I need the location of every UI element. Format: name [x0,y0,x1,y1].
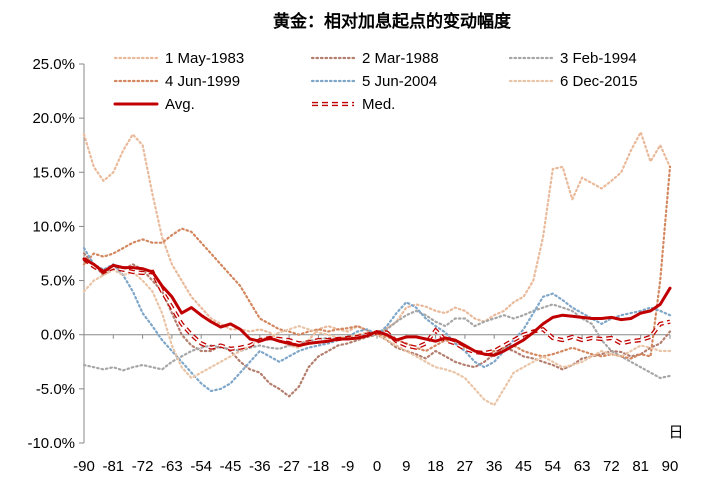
y-tick-label: -5.0% [36,381,75,398]
legend-label: 4 Jun-1999 [165,73,240,90]
y-tick-label: 25.0% [32,56,75,73]
y-tick-label: 10.0% [32,218,75,235]
x-tick-label: 0 [373,458,381,475]
y-tick-label: 15.0% [32,164,75,181]
x-tick-label: -72 [132,458,154,475]
x-tick-label: -18 [308,458,330,475]
y-tick-label: 0.0% [41,327,75,344]
x-axis-unit-label: 日 [668,424,683,441]
x-tick-label: 9 [402,458,410,475]
legend-label: Med. [362,96,395,113]
legend-label: 2 Mar-1988 [362,50,439,67]
legend-label: 1 May-1983 [165,50,244,67]
y-tick-label: 20.0% [32,110,75,127]
x-tick-label: -63 [161,458,183,475]
chart-title: 黄金：相对加息起点的变动幅度 [273,11,512,32]
series-line-med-outer [82,257,671,356]
x-tick-label: -36 [249,458,271,475]
legend-label: Avg. [165,96,195,113]
series-line-1-may-1983 [82,131,672,349]
x-tick-label: 81 [632,458,649,475]
x-tick-label: 54 [544,458,561,475]
y-tick-label: 5.0% [41,273,75,290]
x-tick-label: 72 [603,458,620,475]
series-line-2-mar-1988 [82,252,672,398]
x-tick-label: -90 [73,458,95,475]
x-tick-label: -54 [190,458,212,475]
x-tick-label: 63 [574,458,591,475]
x-tick-label: 45 [515,458,532,475]
legend: 1 May-1983 2 Mar-1988 3 Feb-1994 4 Jun-1999… [113,50,638,113]
axes: 25.0% 20.0% 15.0% 10.0% 5.0% 0.0% -5.0% -10.0% -… [27,56,678,475]
y-tick-label: -10.0% [27,435,75,452]
x-tick-label: 90 [662,458,679,475]
series-line-6-dec-2015 [82,268,672,407]
x-tick-label: 36 [486,458,503,475]
legend-label: 6 Dec-2015 [560,73,638,90]
x-tick-label: -9 [341,458,354,475]
series-lines [82,131,672,407]
series-line-avg [82,257,672,357]
x-tick-label: -45 [220,458,242,475]
x-tick-label: 27 [457,458,474,475]
legend-label: 3 Feb-1994 [560,50,637,67]
x-tick-label: -27 [278,458,300,475]
x-tick-label: 18 [427,458,444,475]
legend-label: 5 Jun-2004 [362,73,437,90]
x-tick-label: -81 [102,458,124,475]
